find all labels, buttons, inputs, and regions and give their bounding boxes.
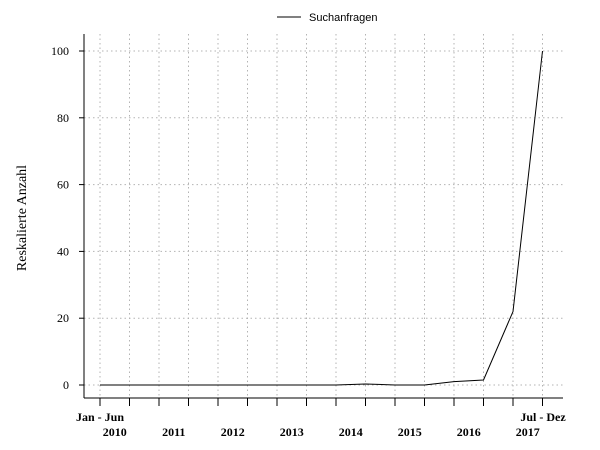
x-axis-year-labels: 2010 2011 2012 2013 2014 2015 2016 2017: [103, 425, 540, 439]
legend: Suchanfragen: [277, 12, 378, 24]
y-tick-label-0: 0: [63, 378, 69, 392]
y-tick-label-40: 40: [57, 244, 69, 258]
y-tick-label-100: 100: [51, 44, 69, 58]
plot-area: 0 20 40 60 80 100: [51, 34, 563, 406]
y-tick-label-80: 80: [57, 111, 69, 125]
x-year-label-2017: 2017: [516, 425, 540, 439]
y-tick-label-20: 20: [57, 311, 69, 325]
x-year-label-2010: 2010: [103, 425, 127, 439]
grid: [84, 34, 563, 398]
x-year-label-2013: 2013: [280, 425, 304, 439]
y-axis-label: Reskalierte Anzahl: [15, 165, 30, 271]
x-year-label-2016: 2016: [457, 425, 481, 439]
x-axis-ticks: [99, 398, 543, 406]
x-year-label-2011: 2011: [162, 425, 185, 439]
x-axis-first-half-label: Jan - Jun: [76, 410, 124, 424]
series-layer: [100, 50, 543, 386]
series-line-suchanfragen: [100, 50, 543, 386]
x-year-label-2012: 2012: [221, 425, 245, 439]
axes: [83, 34, 563, 399]
y-axis-ticks: 0 20 40 60 80 100: [51, 44, 84, 392]
legend-label-suchanfragen: Suchanfragen: [309, 12, 378, 24]
x-axis-last-half-label: Jul - Dez: [520, 410, 566, 424]
y-tick-label-60: 60: [57, 178, 69, 192]
x-year-label-2015: 2015: [398, 425, 422, 439]
x-year-label-2014: 2014: [339, 425, 363, 439]
